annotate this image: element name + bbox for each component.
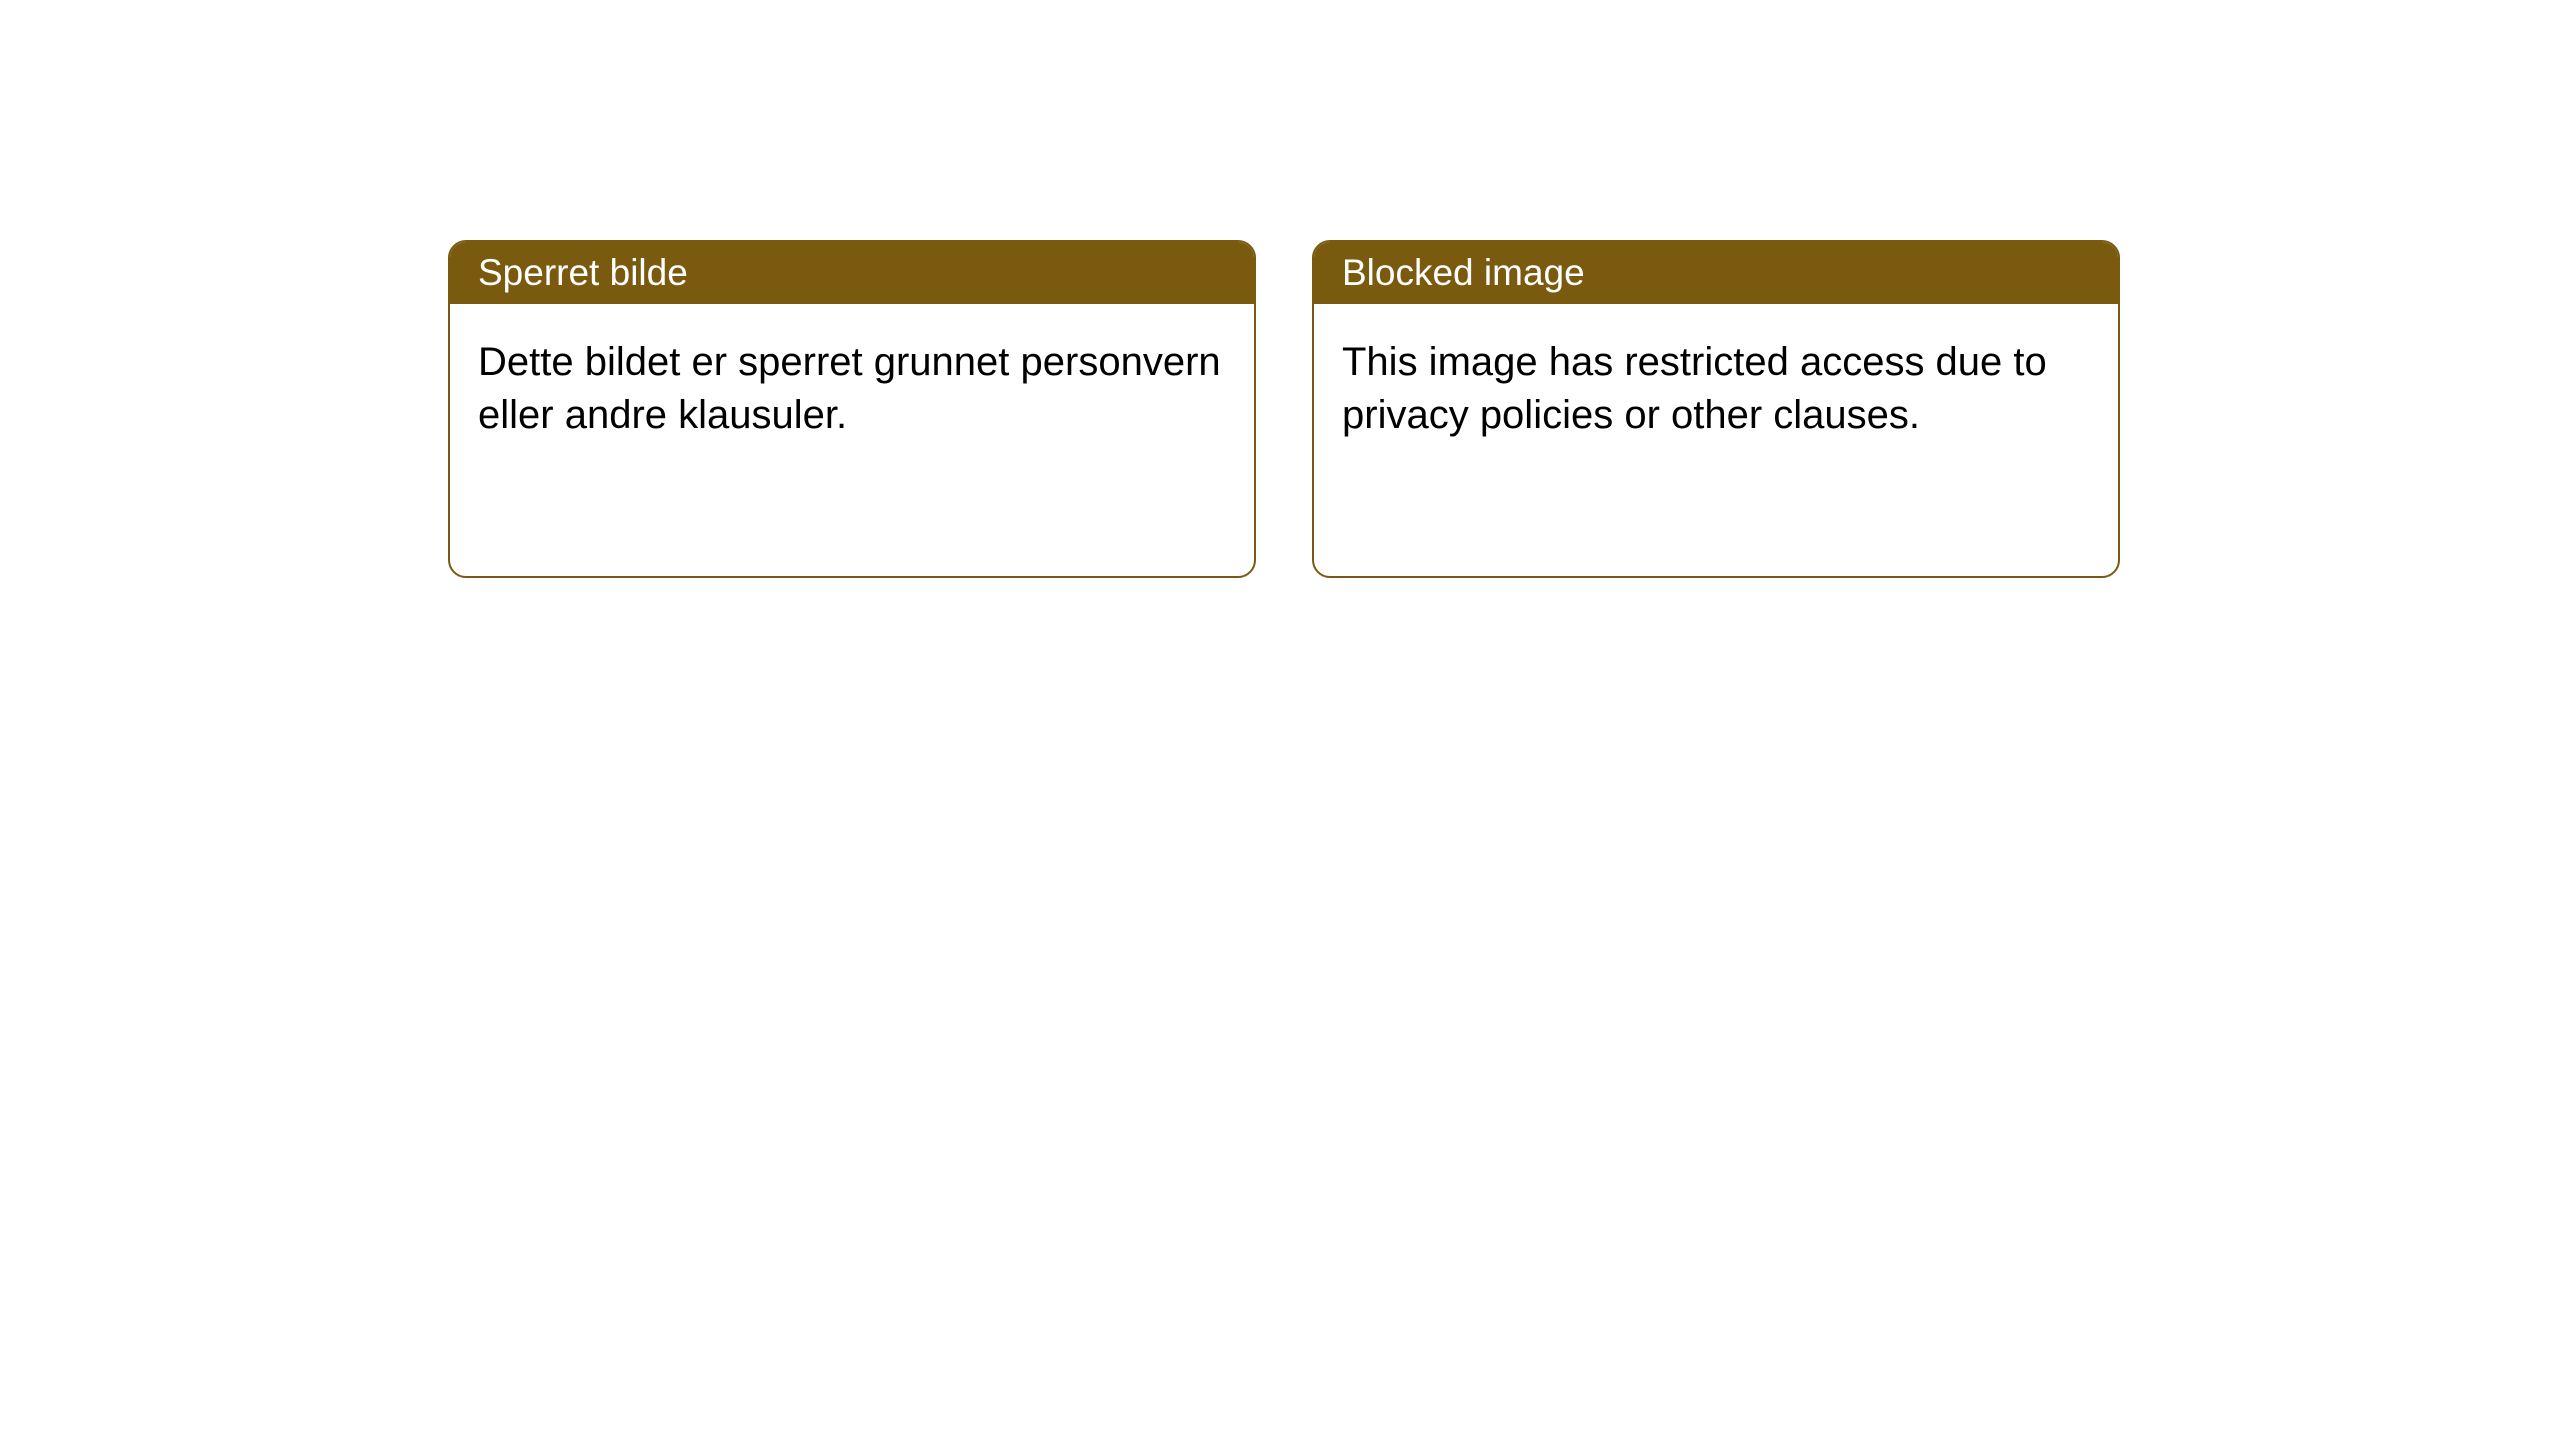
notice-body-text: This image has restricted access due to … bbox=[1342, 340, 2047, 437]
notices-container: Sperret bilde Dette bildet er sperret gr… bbox=[0, 0, 2560, 578]
notice-body: Dette bildet er sperret grunnet personve… bbox=[450, 304, 1254, 576]
notice-title: Sperret bilde bbox=[478, 252, 688, 293]
notice-header: Sperret bilde bbox=[450, 242, 1254, 304]
notice-body: This image has restricted access due to … bbox=[1314, 304, 2118, 576]
notice-title: Blocked image bbox=[1342, 252, 1585, 293]
notice-card-norwegian: Sperret bilde Dette bildet er sperret gr… bbox=[448, 240, 1256, 578]
notice-header: Blocked image bbox=[1314, 242, 2118, 304]
notice-card-english: Blocked image This image has restricted … bbox=[1312, 240, 2120, 578]
notice-body-text: Dette bildet er sperret grunnet personve… bbox=[478, 340, 1221, 437]
